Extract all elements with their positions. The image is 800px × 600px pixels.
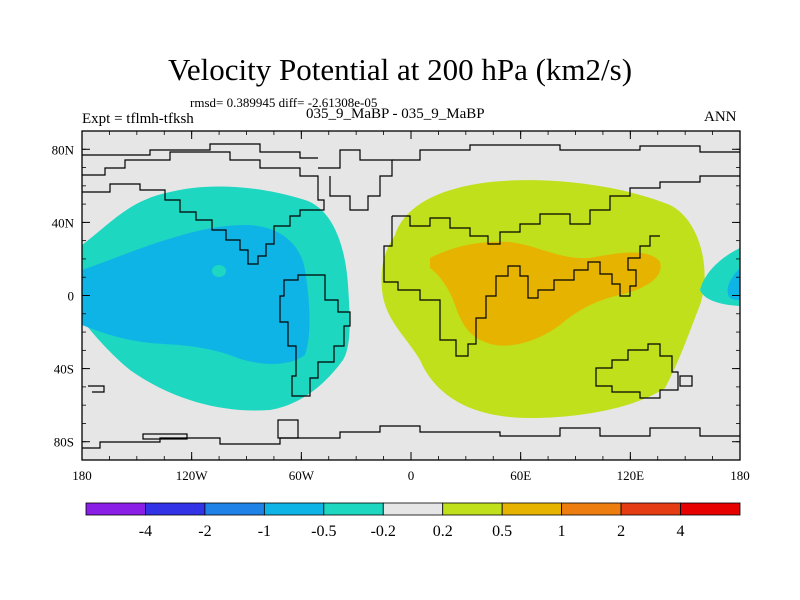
region-east-edge-core (727, 268, 740, 300)
colorbar-swatch (263, 502, 325, 516)
y-tick-label: 40N (52, 215, 75, 230)
colorbar-label: 0.2 (433, 523, 453, 540)
region-west-core (82, 225, 310, 365)
colorbar-swatch (323, 502, 384, 516)
chart-title: Velocity Potential at 200 hPa (km2/s) (167, 52, 633, 87)
y-tick-label: 40S (54, 362, 74, 377)
colorbar-swatch (561, 502, 622, 516)
colorbar-swatch (680, 502, 741, 516)
x-tick-label: 120E (617, 468, 645, 483)
y-tick-label: 80S (54, 435, 74, 450)
region-west-core-island (212, 265, 226, 277)
colorbar-swatch (620, 502, 681, 516)
colorbar-label: 2 (617, 523, 625, 540)
colorbar-label: 4 (677, 523, 685, 540)
region-east-core (430, 241, 661, 346)
colorbar-swatch (382, 502, 444, 516)
x-tick-label: 0 (408, 468, 415, 483)
x-tick-label: 180 (730, 468, 750, 483)
colorbar-swatch (145, 502, 206, 516)
colorbar-swatch (85, 502, 146, 516)
case-label: 035_9_MaBP - 035_9_MaBP (306, 106, 485, 122)
colorbar-swatch (501, 502, 563, 516)
y-tick-label: 0 (68, 289, 75, 304)
x-tick-label: 180 (72, 468, 92, 483)
experiment-label: Expt = tflmh-tfksh (82, 111, 194, 127)
x-tick-label: 60W (289, 468, 315, 483)
season-label: ANN (704, 109, 737, 125)
colorbar-swatch (204, 502, 265, 516)
colorbar-label: -2 (198, 523, 211, 540)
stats-line: rmsd= 0.389945 diff= -2.61308e-05 (190, 95, 378, 110)
colorbar-label: -4 (139, 523, 152, 540)
colorbar-label: 0.5 (492, 523, 512, 540)
coastlines (82, 143, 740, 449)
x-tick-label: 120W (176, 468, 209, 483)
y-tick-label: 80N (52, 142, 75, 157)
colorbar-swatch (442, 502, 503, 516)
colorbar-label: -0.2 (371, 523, 396, 540)
colorbar-label: -0.5 (311, 523, 336, 540)
colorbar-label: 1 (558, 523, 566, 540)
x-tick-label: 60E (510, 468, 531, 483)
colorbar-label: -1 (258, 523, 271, 540)
